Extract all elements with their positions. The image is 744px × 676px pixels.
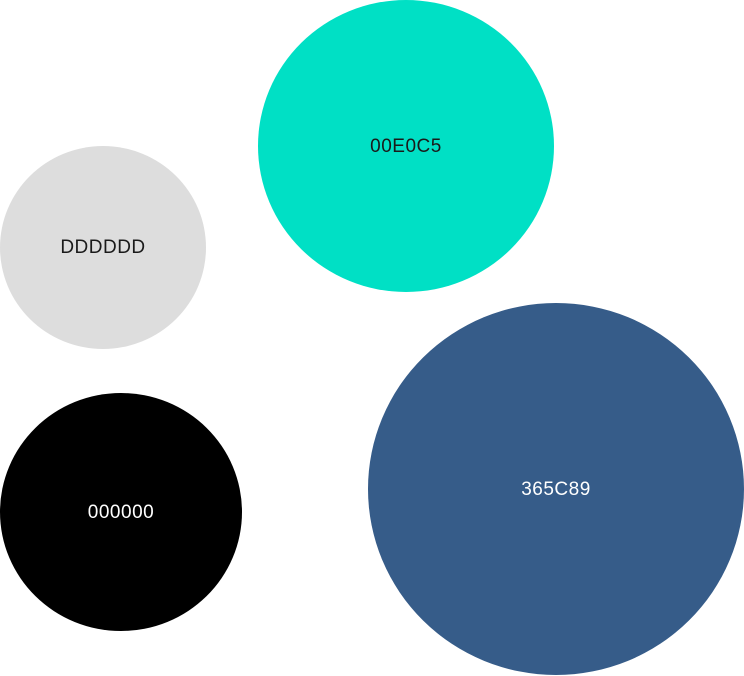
color-swatch-365c89: 365C89 [368,303,744,675]
color-swatch-000000: 000000 [0,393,242,631]
swatch-hex-label: 365C89 [521,478,591,500]
swatch-hex-label: 000000 [87,501,155,523]
swatch-hex-label: DDDDDD [60,237,146,258]
swatch-hex-label: 00E0C5 [370,135,442,157]
color-swatch-00e0c5: 00E0C5 [258,0,554,292]
color-swatch-dddddd: DDDDDD [0,146,206,349]
